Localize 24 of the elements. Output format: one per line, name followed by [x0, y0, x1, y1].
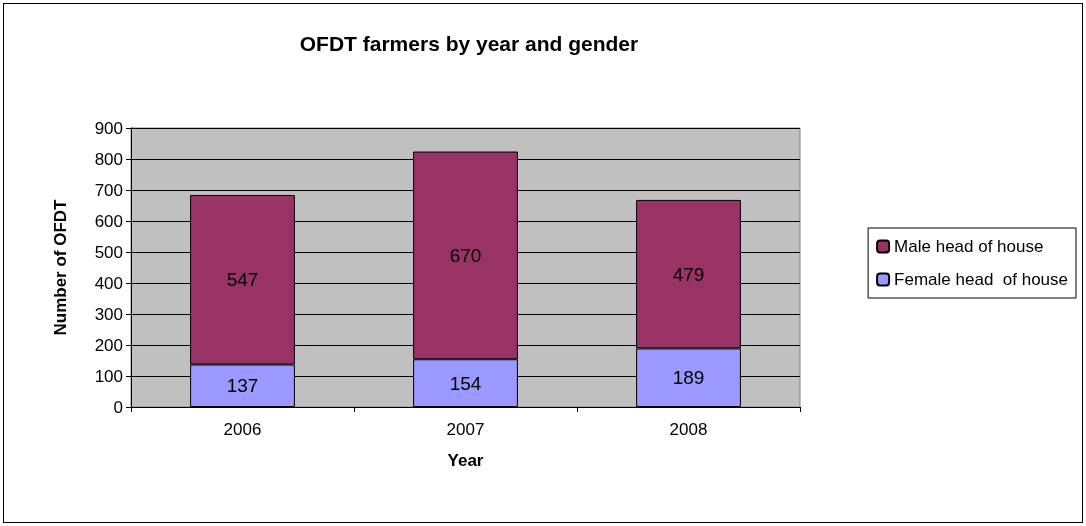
x-axis-title: Year — [447, 451, 484, 470]
x-tick-label: 2006 — [223, 420, 262, 439]
y-tick-label: 900 — [94, 118, 123, 138]
data-label: 547 — [226, 269, 259, 291]
y-tick-label: 700 — [94, 180, 123, 200]
x-tick-label: 2007 — [446, 420, 485, 439]
legend-label: Female head of house — [894, 270, 1069, 289]
data-label: 670 — [449, 244, 482, 266]
y-tick-label: 100 — [94, 366, 123, 386]
y-tick-label: 300 — [94, 304, 123, 324]
legend-label: Male head of house — [894, 237, 1044, 256]
x-tick-label: 2008 — [669, 420, 708, 439]
y-tick-label: 600 — [94, 211, 123, 231]
data-label: 137 — [226, 375, 259, 397]
y-tick-label: 200 — [94, 335, 123, 355]
chart-title: OFDT farmers by year and gender — [299, 32, 639, 55]
data-label: 189 — [672, 367, 705, 389]
data-label: 479 — [672, 263, 705, 285]
y-tick-label: 800 — [94, 149, 123, 169]
y-tick-label: 500 — [94, 242, 123, 262]
y-axis-title: Number of OFDT — [51, 198, 70, 336]
y-tick-label: 0 — [113, 397, 123, 417]
data-label: 154 — [449, 372, 482, 394]
y-tick-label: 400 — [94, 273, 123, 293]
